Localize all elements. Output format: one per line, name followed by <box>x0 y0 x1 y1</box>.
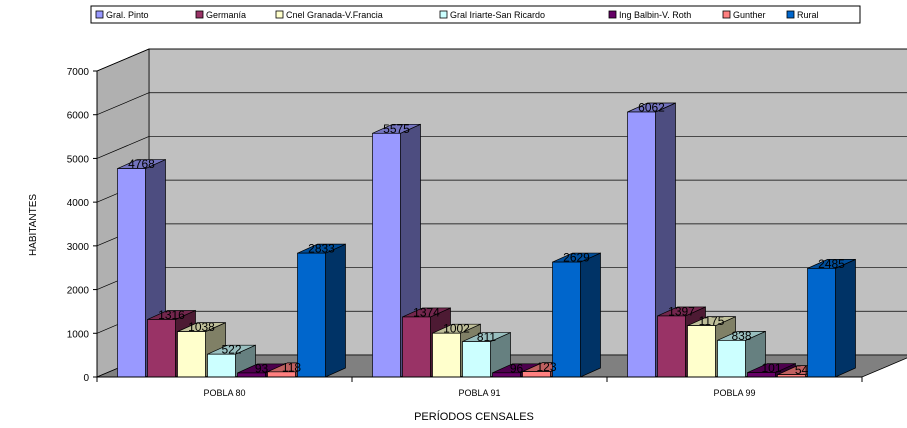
legend-label: Ing Balbin-V. Roth <box>619 10 691 20</box>
legend-label: Germanía <box>206 10 246 20</box>
legend-swatch <box>275 10 284 19</box>
data-label: 101 <box>761 361 781 375</box>
bar <box>627 102 676 378</box>
back-wall <box>148 48 907 356</box>
bar-front <box>462 341 491 378</box>
bar <box>717 330 766 378</box>
data-label: 1002 <box>443 322 470 336</box>
axes: 0 1000 2000 3000 4000 5000 6000 7000 POBLA 80 POB… <box>67 67 863 398</box>
bar-front <box>207 353 236 378</box>
bar <box>462 332 511 378</box>
y-tick-label: 5000 <box>67 154 90 165</box>
legend-label: Cnel Granada-V.Francia <box>286 10 383 20</box>
bar-front <box>627 111 656 378</box>
gridline-side <box>96 92 150 116</box>
data-label: 811 <box>477 330 496 344</box>
bar-side <box>580 252 601 378</box>
legend-item: Rural <box>786 10 819 20</box>
bar-front <box>432 332 461 378</box>
data-label: 118 <box>282 360 301 374</box>
bar-front <box>117 168 146 378</box>
data-label: 54 <box>795 363 809 377</box>
data-label: 123 <box>536 360 556 374</box>
legend-box <box>90 5 861 24</box>
legend-swatch <box>195 10 204 19</box>
legend-item: Germanía <box>195 10 246 20</box>
legend-label: Gral. Pinto <box>106 10 149 20</box>
data-label: 2833 <box>308 242 335 256</box>
y-tick-label: 6000 <box>67 111 90 122</box>
y-tick-label: 4000 <box>67 198 90 209</box>
y-tick-label: 1000 <box>67 329 90 340</box>
bar <box>297 243 346 378</box>
legend-label: Rural <box>797 10 819 20</box>
legend-item: Ing Balbin-V. Roth <box>608 10 691 20</box>
legend-label: Gral Iriarte-San Ricardo <box>450 10 545 20</box>
bar-front <box>657 315 686 378</box>
legend-item: Gral Iriarte-San Ricardo <box>439 10 545 20</box>
data-label: 522 <box>221 343 241 357</box>
x-tick-label: POBLA 91 <box>458 388 500 398</box>
data-label: 1374 <box>413 305 440 319</box>
x-tick-label: POBLA 80 <box>203 388 245 398</box>
data-label: 1038 <box>188 320 215 334</box>
legend-swatch <box>786 10 795 19</box>
y-axis-title: HABITANTES <box>28 194 39 256</box>
legend-swatch <box>439 10 448 19</box>
data-label: 6062 <box>638 101 665 115</box>
data-label: 1316 <box>158 308 185 322</box>
bar <box>807 258 856 378</box>
bar-front <box>177 331 206 378</box>
bar-side <box>835 258 856 378</box>
data-label: 2485 <box>818 257 845 271</box>
data-label: 4768 <box>128 157 155 171</box>
legend-item: Gunther <box>722 10 766 20</box>
y-tick-label: 3000 <box>67 242 90 253</box>
y-tick-label: 2000 <box>67 286 90 297</box>
y-tick-label: 7000 <box>67 67 90 78</box>
bar-front <box>552 261 581 378</box>
bar-front <box>717 340 746 378</box>
data-label: 1175 <box>699 314 725 328</box>
bar <box>552 252 601 378</box>
bar-side <box>325 243 346 378</box>
data-label: 838 <box>731 329 751 343</box>
gridline-side <box>96 136 150 159</box>
data-label: 93 <box>255 361 269 375</box>
bar-front <box>147 319 176 378</box>
legend: Gral. Pinto Germanía Cnel Granada-V.Franci… <box>90 5 861 24</box>
y-tick-label: 0 <box>83 373 89 384</box>
legend-item: Gral. Pinto <box>95 10 149 20</box>
x-axis-title: PERÍODOS CENSALES <box>414 410 534 423</box>
legend-swatch <box>722 10 731 19</box>
data-label: 96 <box>510 361 524 375</box>
bar-front <box>297 252 326 378</box>
data-label: 1397 <box>668 304 695 318</box>
bars <box>117 102 856 378</box>
gridline-side <box>96 48 150 72</box>
data-label: 2629 <box>563 251 590 265</box>
legend-swatch <box>608 10 617 19</box>
legend-label: Gunther <box>733 10 766 20</box>
bar-front <box>402 316 431 378</box>
legend-item: Cnel Granada-V.Francia <box>275 10 383 20</box>
bar-front <box>807 268 836 378</box>
bar-front <box>687 325 716 378</box>
legend-swatch <box>95 10 104 19</box>
data-label: 5575 <box>383 122 410 136</box>
bar-front <box>372 132 401 378</box>
x-tick-label: POBLA 99 <box>713 388 755 398</box>
